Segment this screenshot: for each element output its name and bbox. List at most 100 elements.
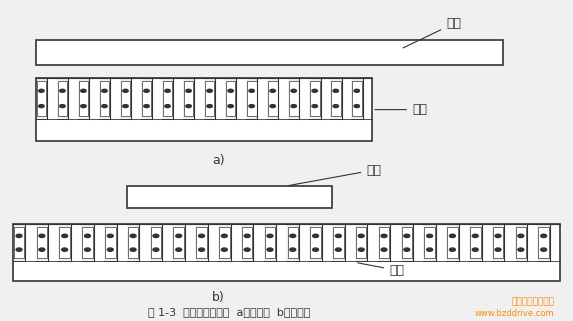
- Bar: [516, 227, 526, 258]
- Circle shape: [130, 234, 136, 238]
- Bar: [142, 81, 151, 116]
- Circle shape: [270, 105, 276, 108]
- Circle shape: [81, 89, 86, 92]
- Bar: [241, 224, 253, 261]
- Bar: [332, 224, 345, 261]
- Circle shape: [81, 105, 86, 108]
- Bar: [37, 81, 46, 116]
- Bar: [470, 227, 481, 258]
- Circle shape: [404, 234, 410, 238]
- Bar: [121, 81, 130, 116]
- Circle shape: [312, 105, 317, 108]
- Circle shape: [541, 234, 547, 238]
- Circle shape: [16, 248, 22, 251]
- Bar: [355, 224, 367, 261]
- Circle shape: [60, 105, 65, 108]
- Bar: [79, 81, 88, 116]
- Circle shape: [85, 248, 91, 251]
- Bar: [13, 224, 560, 282]
- Circle shape: [38, 105, 44, 108]
- Circle shape: [427, 248, 433, 251]
- Bar: [267, 78, 278, 119]
- Bar: [246, 78, 257, 119]
- Bar: [163, 81, 172, 116]
- Circle shape: [313, 248, 319, 251]
- Bar: [184, 81, 194, 116]
- Circle shape: [267, 248, 273, 251]
- Bar: [162, 78, 173, 119]
- Circle shape: [60, 89, 65, 92]
- Bar: [309, 78, 320, 119]
- Circle shape: [270, 89, 276, 92]
- Circle shape: [291, 105, 296, 108]
- Bar: [104, 224, 116, 261]
- Circle shape: [186, 89, 191, 92]
- Bar: [13, 224, 560, 282]
- Circle shape: [541, 248, 547, 251]
- Circle shape: [449, 234, 456, 238]
- Bar: [352, 81, 362, 116]
- Bar: [247, 81, 257, 116]
- Bar: [218, 224, 230, 261]
- Circle shape: [144, 105, 149, 108]
- Circle shape: [518, 248, 524, 251]
- Bar: [82, 227, 93, 258]
- Bar: [183, 78, 194, 119]
- Circle shape: [199, 248, 205, 251]
- Bar: [100, 81, 109, 116]
- Bar: [311, 227, 321, 258]
- Circle shape: [354, 105, 359, 108]
- Bar: [14, 227, 24, 258]
- Circle shape: [381, 234, 387, 238]
- Bar: [205, 81, 214, 116]
- Bar: [469, 224, 481, 261]
- Circle shape: [312, 89, 317, 92]
- Circle shape: [381, 248, 387, 251]
- Circle shape: [335, 248, 342, 251]
- Circle shape: [130, 248, 136, 251]
- Circle shape: [244, 248, 250, 251]
- Circle shape: [165, 89, 170, 92]
- Text: 图 1-3  单边型直线电机  a）短初级  b）短次级: 图 1-3 单边型直线电机 a）短初级 b）短次级: [148, 307, 311, 317]
- Circle shape: [291, 89, 296, 92]
- Bar: [330, 78, 342, 119]
- Circle shape: [249, 105, 254, 108]
- Bar: [539, 227, 549, 258]
- Bar: [447, 227, 458, 258]
- Circle shape: [102, 89, 107, 92]
- Circle shape: [62, 248, 68, 251]
- Circle shape: [358, 248, 364, 251]
- Bar: [378, 224, 390, 261]
- Circle shape: [221, 248, 227, 251]
- Bar: [288, 227, 298, 258]
- Bar: [288, 78, 300, 119]
- Circle shape: [404, 248, 410, 251]
- Circle shape: [38, 89, 44, 92]
- Bar: [78, 78, 89, 119]
- Bar: [289, 81, 299, 116]
- Circle shape: [228, 105, 233, 108]
- Bar: [37, 227, 47, 258]
- Bar: [225, 78, 237, 119]
- Circle shape: [358, 234, 364, 238]
- Bar: [515, 224, 527, 261]
- Bar: [99, 78, 110, 119]
- Bar: [13, 224, 25, 261]
- Bar: [286, 224, 299, 261]
- Circle shape: [176, 234, 182, 238]
- Bar: [36, 78, 372, 142]
- Circle shape: [199, 234, 205, 238]
- Text: 次级: 次级: [403, 17, 461, 48]
- Bar: [423, 224, 436, 261]
- Bar: [333, 227, 344, 258]
- Bar: [264, 224, 276, 261]
- Bar: [219, 227, 230, 258]
- Circle shape: [449, 248, 456, 251]
- Bar: [537, 224, 550, 261]
- Circle shape: [39, 248, 45, 251]
- Bar: [310, 81, 320, 116]
- Circle shape: [153, 234, 159, 238]
- Circle shape: [290, 248, 296, 251]
- Bar: [57, 78, 68, 119]
- Bar: [265, 227, 275, 258]
